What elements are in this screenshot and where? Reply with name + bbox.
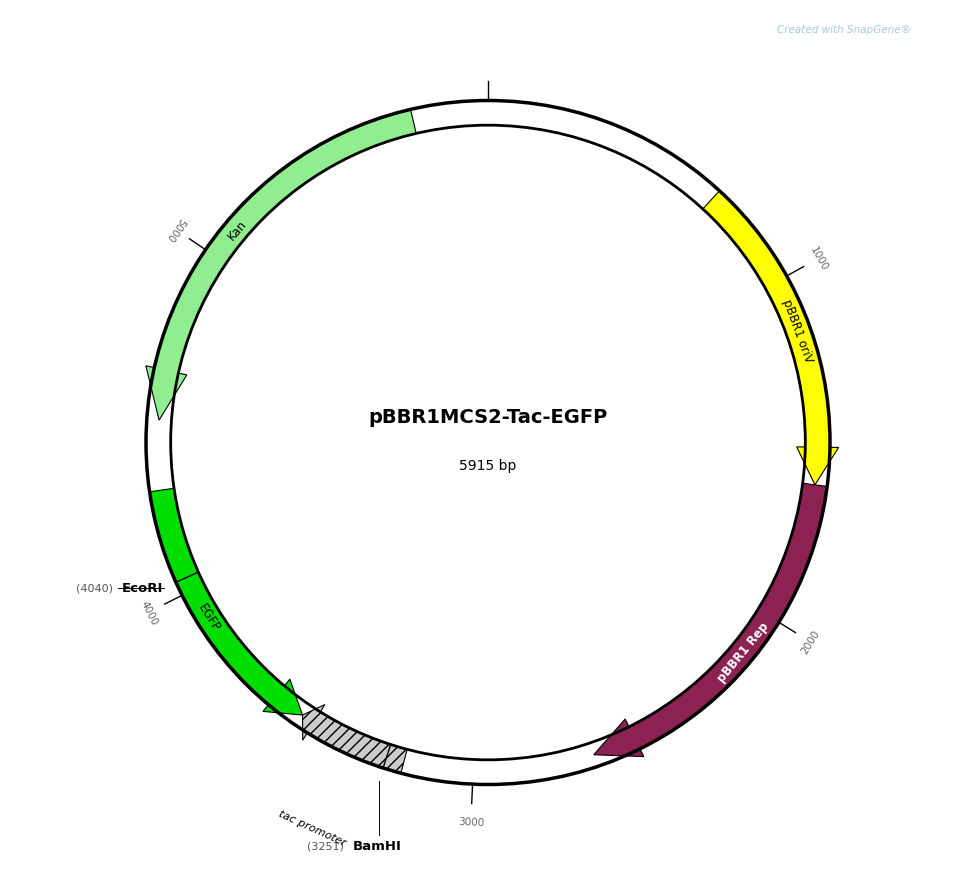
- Text: BamHI: BamHI: [352, 839, 401, 851]
- Text: (3251): (3251): [306, 841, 344, 851]
- Text: 5915 bp: 5915 bp: [460, 458, 516, 472]
- Text: 1000: 1000: [808, 245, 830, 273]
- Text: 5000: 5000: [163, 216, 186, 243]
- Text: tac promoter: tac promoter: [277, 808, 347, 847]
- Text: 3000: 3000: [458, 816, 484, 827]
- Text: pBBR1 oriV: pBBR1 oriV: [780, 297, 815, 364]
- Polygon shape: [149, 489, 303, 715]
- Text: pBBR1 Rep: pBBR1 Rep: [714, 619, 771, 684]
- Text: (4040): (4040): [76, 583, 113, 593]
- Polygon shape: [703, 191, 838, 486]
- Text: Created with SnapGene®: Created with SnapGene®: [777, 25, 911, 35]
- Text: 2000: 2000: [799, 628, 822, 656]
- Text: EcoRI: EcoRI: [122, 581, 164, 595]
- Polygon shape: [593, 484, 828, 757]
- Text: 4000: 4000: [139, 598, 159, 626]
- Text: EGFP: EGFP: [195, 602, 222, 633]
- Polygon shape: [145, 110, 416, 421]
- Text: pBBR1MCS2-Tac-EGFP: pBBR1MCS2-Tac-EGFP: [368, 407, 608, 426]
- Polygon shape: [303, 704, 407, 773]
- Text: Kan: Kan: [224, 217, 249, 242]
